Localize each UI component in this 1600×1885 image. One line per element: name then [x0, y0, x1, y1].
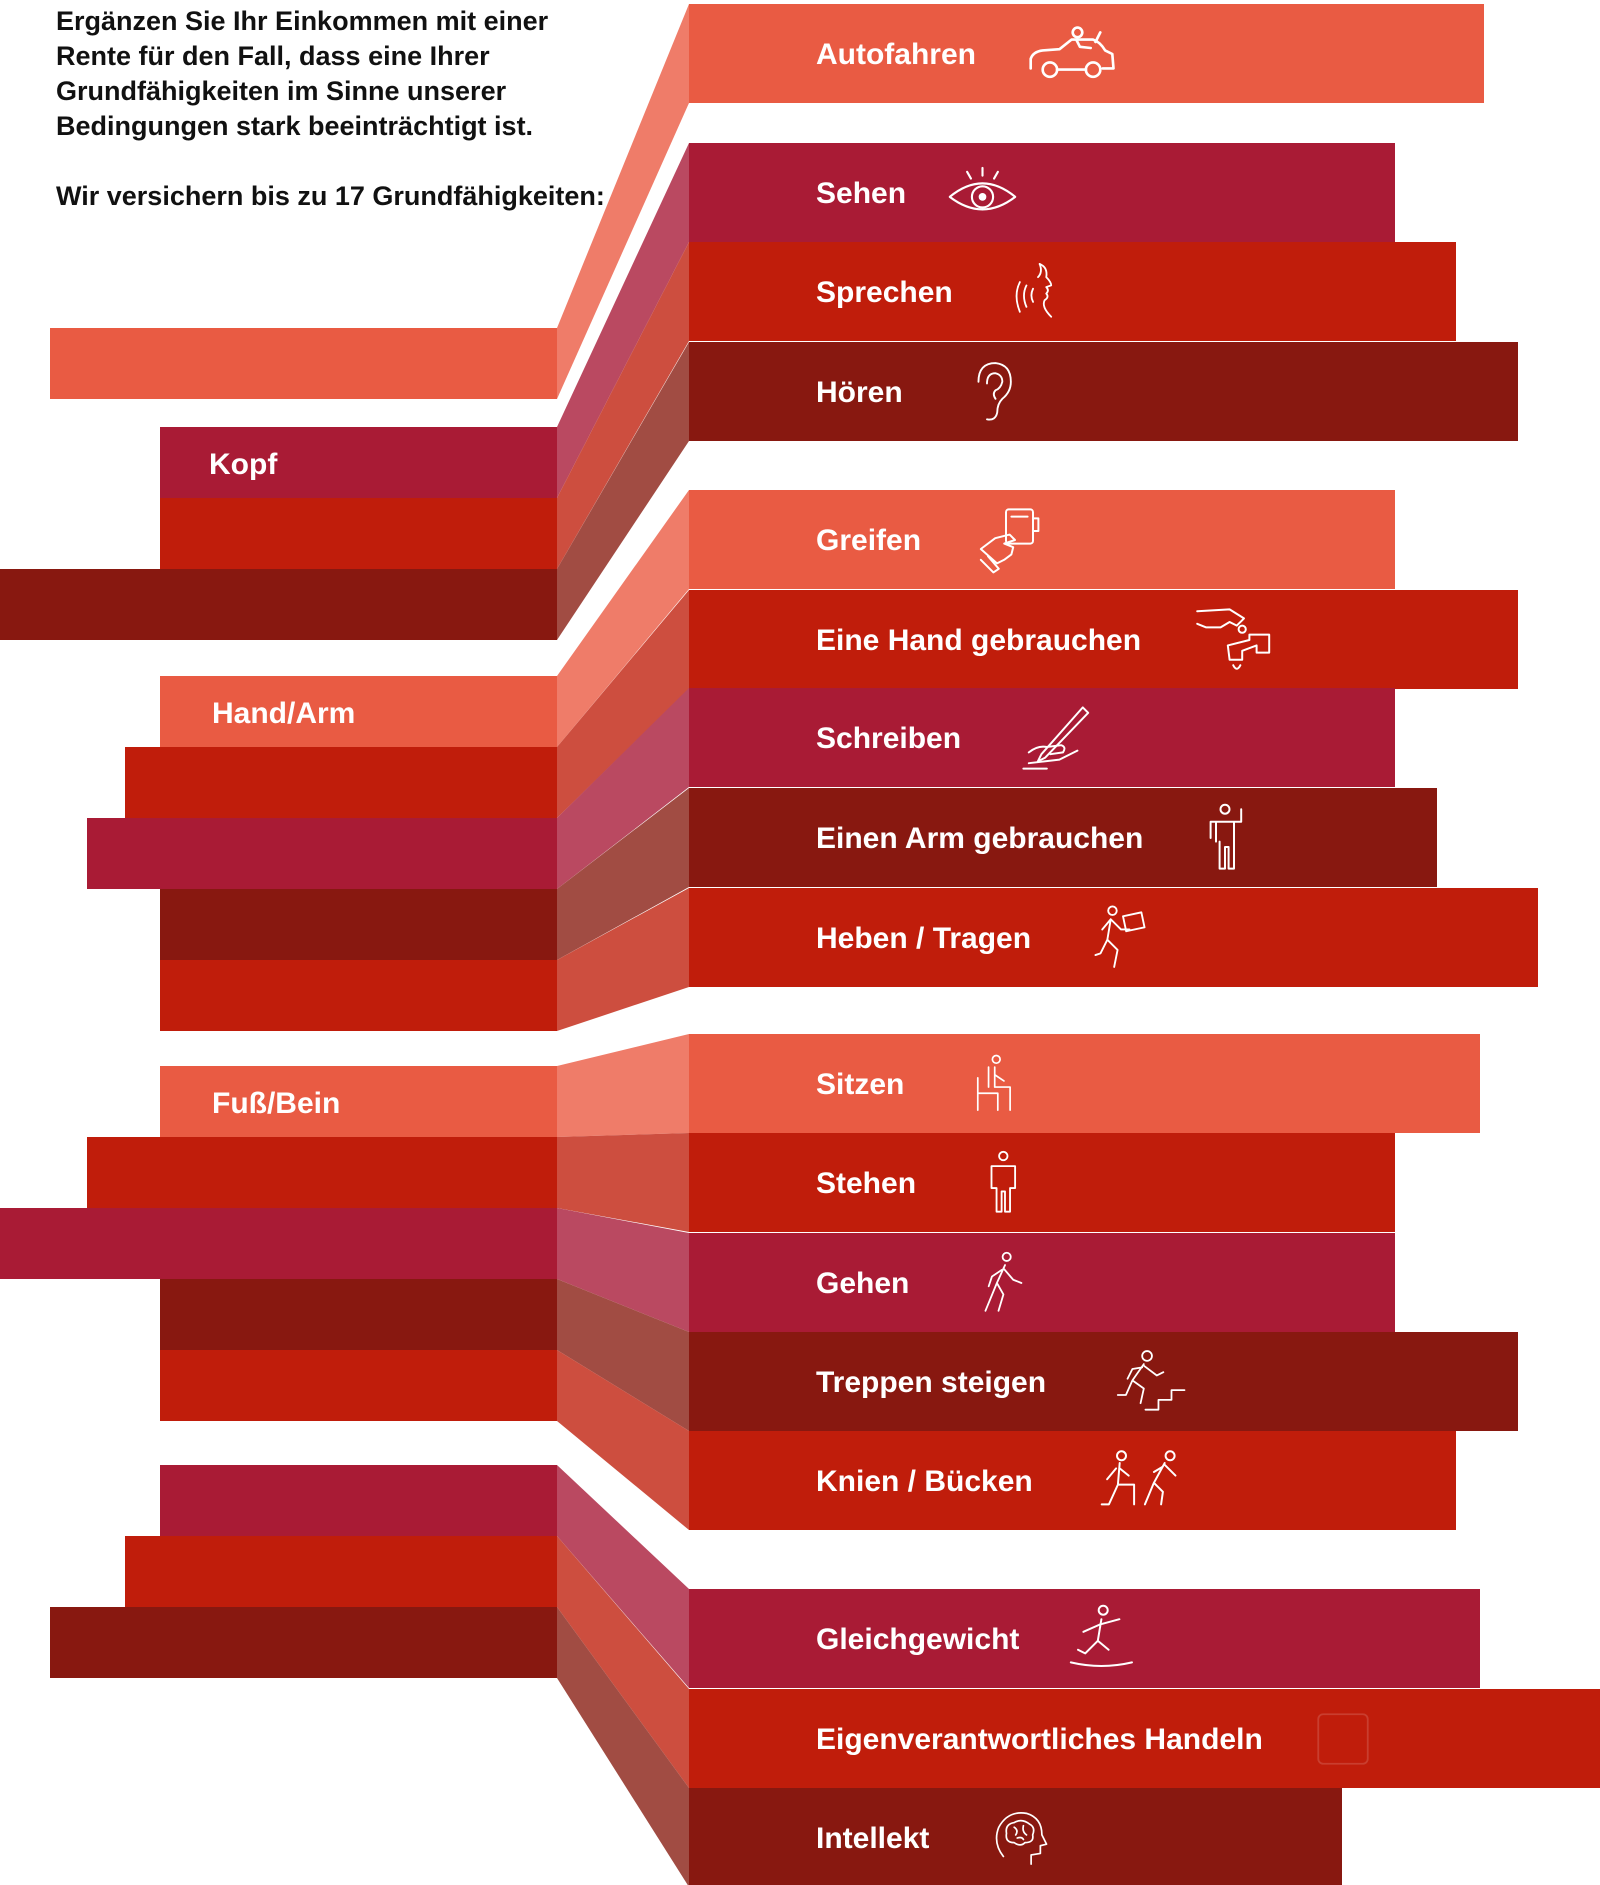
connector-7	[557, 688, 689, 889]
connector-3	[557, 242, 689, 569]
group-label: Kopf	[209, 448, 278, 481]
connector-8	[557, 788, 689, 960]
ability-label: Heben / Tragen	[816, 922, 1031, 955]
ability-bar-5	[689, 490, 1395, 589]
connector-16	[557, 1536, 689, 1788]
group-label: Fuß/Bein	[212, 1087, 340, 1120]
connector-12	[557, 1208, 689, 1332]
ability-label: Schreiben	[816, 722, 961, 755]
intro-paragraph-1: Ergänzen Sie Ihr Einkommen mit einer Ren…	[56, 6, 549, 141]
left-block-9	[160, 960, 557, 1031]
connector-5	[557, 490, 689, 747]
left-block-15	[160, 1465, 557, 1536]
ability-bar-8	[689, 788, 1437, 887]
ability-label: Autofahren	[816, 38, 976, 71]
connector-4	[557, 342, 689, 640]
connector-13	[557, 1279, 689, 1431]
connector-10	[557, 1034, 689, 1137]
ability-bar-3	[689, 242, 1456, 341]
ability-label: Intellekt	[816, 1822, 929, 1855]
ability-label: Hören	[816, 376, 903, 409]
left-block-10	[160, 1066, 557, 1137]
left-block-14	[160, 1350, 557, 1421]
ability-bar-12	[689, 1233, 1395, 1332]
ability-label: Knien / Bücken	[816, 1465, 1033, 1498]
connector-15	[557, 1465, 689, 1688]
connector-1	[557, 4, 689, 399]
left-block-7	[87, 818, 557, 889]
left-block-6	[125, 747, 557, 818]
ability-bar-11	[689, 1133, 1395, 1232]
ability-label: Gehen	[816, 1267, 909, 1300]
ability-label: Sitzen	[816, 1068, 904, 1101]
left-block-8	[160, 889, 557, 960]
connector-2	[557, 143, 689, 498]
left-block-5	[160, 676, 557, 747]
ability-bar-2	[689, 143, 1395, 242]
connector-17	[557, 1607, 689, 1885]
intro-text: Ergänzen Sie Ihr Einkommen mit einer Ren…	[56, 4, 616, 214]
ability-bar-7	[689, 688, 1395, 787]
ability-bar-1	[689, 4, 1484, 103]
left-block-3	[160, 498, 557, 569]
ability-bar-14	[689, 1431, 1456, 1530]
ability-label: Eigenverantwortliches Handeln	[816, 1723, 1263, 1756]
ability-bar-6	[689, 590, 1518, 689]
left-block-11	[87, 1137, 557, 1208]
left-block-13	[160, 1279, 557, 1350]
ability-label: Eine Hand gebrauchen	[816, 624, 1141, 657]
ability-bar-9	[689, 888, 1538, 987]
ability-label: Einen Arm gebrauchen	[816, 822, 1143, 855]
ability-bar-17	[689, 1788, 1342, 1885]
ability-bar-15	[689, 1589, 1480, 1688]
group-bars-layer: Kopf Hand/Arm Fuß/Bein	[0, 328, 557, 1678]
ability-label: Sprechen	[816, 276, 953, 309]
intro-paragraph-2: Wir versichern bis zu 17 Grundfähigkeite…	[56, 181, 605, 211]
left-block-17	[50, 1607, 557, 1678]
left-block-16	[125, 1536, 557, 1607]
left-block-12	[0, 1208, 557, 1279]
connector-9	[557, 888, 689, 1031]
connector-6	[557, 590, 689, 818]
ability-bar-16	[689, 1689, 1600, 1788]
ability-bar-13	[689, 1332, 1518, 1431]
ability-label: Sehen	[816, 177, 906, 210]
ability-bar-10	[689, 1034, 1480, 1133]
group-label: Hand/Arm	[212, 697, 355, 730]
ability-label: Treppen steigen	[816, 1366, 1046, 1399]
connector-14	[557, 1350, 689, 1530]
ability-bars-layer: Autofahren Sehen Sprechen Hören Greifen Eine …	[689, 4, 1600, 1885]
ability-label: Greifen	[816, 524, 921, 557]
left-block-2	[160, 427, 557, 498]
ability-label: Stehen	[816, 1167, 916, 1200]
left-block-1	[50, 328, 557, 399]
connectors-layer	[557, 4, 689, 1885]
ability-label: Gleichgewicht	[816, 1623, 1019, 1656]
left-block-4	[0, 569, 557, 640]
connector-11	[557, 1133, 689, 1232]
ability-bar-4	[689, 342, 1518, 441]
